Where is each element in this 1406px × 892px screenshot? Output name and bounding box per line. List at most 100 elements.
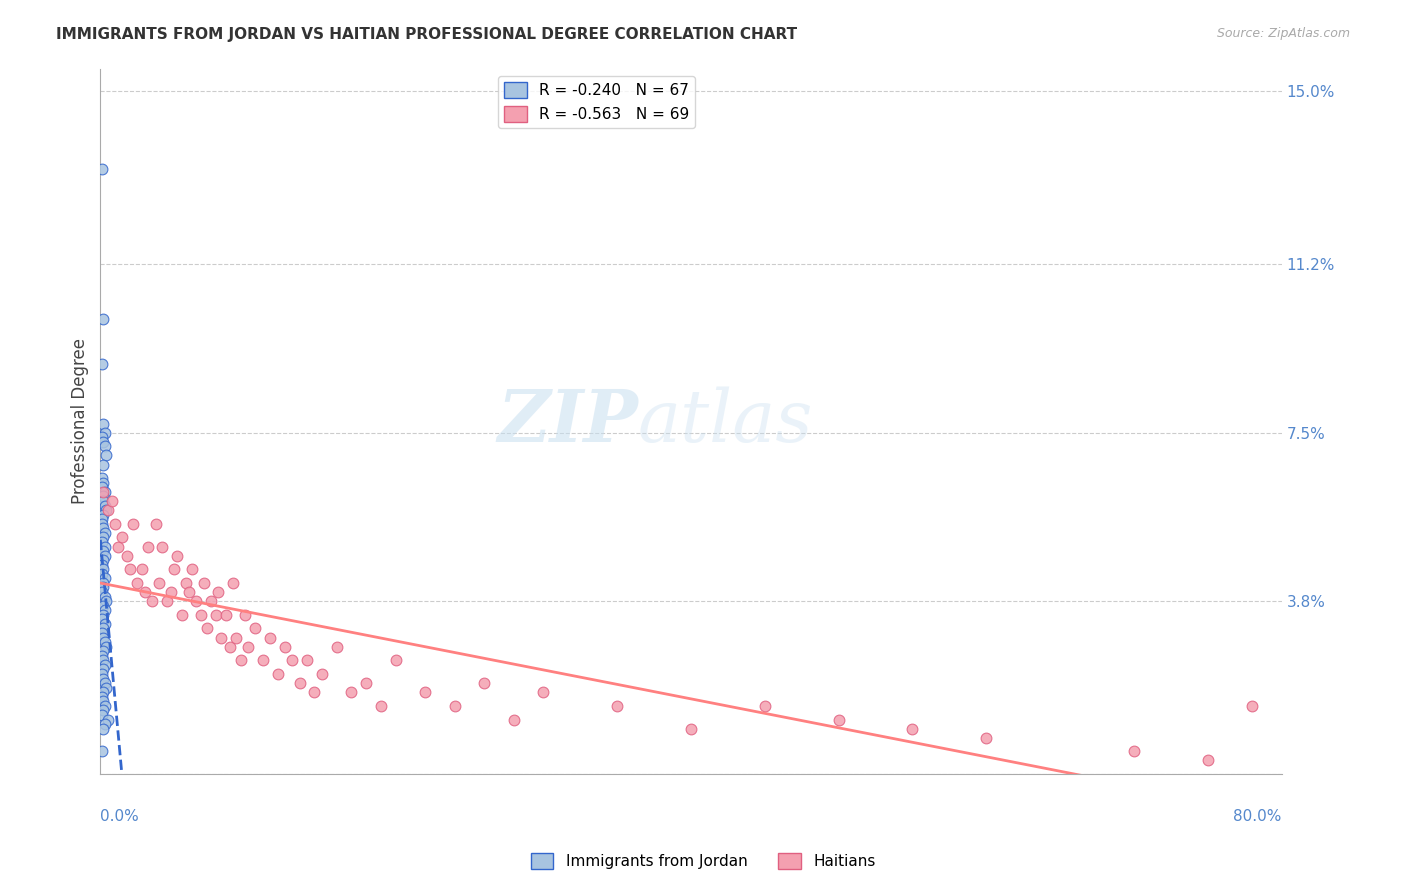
- Point: [94, 439, 117, 453]
- Point: [370, 698, 392, 713]
- Point: [91, 644, 114, 658]
- Point: [91, 576, 114, 591]
- Point: [150, 540, 173, 554]
- Point: [94, 657, 117, 672]
- Point: [219, 640, 242, 654]
- Point: [90, 612, 112, 626]
- Point: [91, 631, 114, 645]
- Point: [148, 576, 170, 591]
- Point: [91, 581, 114, 595]
- Point: [91, 653, 114, 667]
- Point: [91, 475, 114, 490]
- Point: [97, 713, 120, 727]
- Point: [96, 681, 118, 695]
- Point: [91, 722, 114, 736]
- Point: [91, 530, 114, 544]
- Point: [901, 722, 924, 736]
- Point: [91, 607, 114, 622]
- Point: [94, 549, 117, 563]
- Point: [91, 312, 114, 326]
- Point: [94, 499, 117, 513]
- Point: [121, 516, 143, 531]
- Point: [145, 516, 167, 531]
- Point: [91, 562, 114, 576]
- Point: [225, 631, 247, 645]
- Point: [91, 508, 114, 522]
- Point: [340, 685, 363, 699]
- Point: [94, 635, 117, 649]
- Point: [215, 607, 238, 622]
- Text: Source: ZipAtlas.com: Source: ZipAtlas.com: [1216, 27, 1350, 40]
- Point: [90, 667, 112, 681]
- Point: [96, 594, 118, 608]
- Legend: R = -0.240   N = 67, R = -0.563   N = 69: R = -0.240 N = 67, R = -0.563 N = 69: [498, 76, 695, 128]
- Point: [107, 540, 129, 554]
- Point: [288, 676, 311, 690]
- Point: [1122, 744, 1144, 758]
- Point: [236, 640, 259, 654]
- Point: [94, 616, 117, 631]
- Point: [186, 594, 208, 608]
- Point: [90, 516, 112, 531]
- Text: 80.0%: 80.0%: [1233, 809, 1281, 824]
- Point: [90, 566, 112, 581]
- Point: [94, 676, 117, 690]
- Point: [1197, 754, 1219, 768]
- Point: [502, 713, 524, 727]
- Point: [91, 672, 114, 686]
- Point: [91, 490, 114, 504]
- Point: [170, 607, 193, 622]
- Point: [190, 607, 212, 622]
- Point: [1240, 698, 1263, 713]
- Point: [311, 667, 333, 681]
- Point: [245, 622, 267, 636]
- Point: [91, 417, 114, 431]
- Point: [606, 698, 628, 713]
- Point: [266, 667, 288, 681]
- Point: [827, 713, 849, 727]
- Point: [325, 640, 347, 654]
- Text: ZIP: ZIP: [496, 386, 638, 457]
- Point: [754, 698, 776, 713]
- Point: [222, 576, 245, 591]
- Point: [91, 521, 114, 535]
- Point: [90, 471, 112, 485]
- Point: [233, 607, 256, 622]
- Point: [94, 717, 117, 731]
- Point: [166, 549, 188, 563]
- Point: [200, 594, 222, 608]
- Point: [90, 690, 112, 704]
- Point: [90, 744, 112, 758]
- Point: [127, 576, 149, 591]
- Point: [96, 503, 118, 517]
- Point: [413, 685, 436, 699]
- Point: [259, 631, 281, 645]
- Point: [974, 731, 997, 745]
- Point: [91, 484, 114, 499]
- Point: [94, 540, 117, 554]
- Point: [91, 622, 114, 636]
- Y-axis label: Professional Degree: Professional Degree: [72, 338, 89, 504]
- Point: [94, 484, 117, 499]
- Point: [91, 553, 114, 567]
- Text: 0.0%: 0.0%: [100, 809, 139, 824]
- Point: [90, 535, 112, 549]
- Point: [90, 480, 112, 494]
- Point: [94, 698, 117, 713]
- Point: [229, 653, 252, 667]
- Text: IMMIGRANTS FROM JORDAN VS HAITIAN PROFESSIONAL DEGREE CORRELATION CHART: IMMIGRANTS FROM JORDAN VS HAITIAN PROFES…: [56, 27, 797, 42]
- Point: [209, 631, 232, 645]
- Point: [531, 685, 554, 699]
- Point: [91, 694, 114, 708]
- Point: [91, 458, 114, 472]
- Point: [160, 585, 183, 599]
- Point: [94, 571, 117, 585]
- Point: [207, 585, 229, 599]
- Point: [94, 425, 117, 440]
- Point: [90, 708, 112, 723]
- Point: [90, 430, 112, 444]
- Point: [472, 676, 495, 690]
- Point: [384, 653, 406, 667]
- Point: [195, 622, 218, 636]
- Legend: Immigrants from Jordan, Haitians: Immigrants from Jordan, Haitians: [524, 847, 882, 875]
